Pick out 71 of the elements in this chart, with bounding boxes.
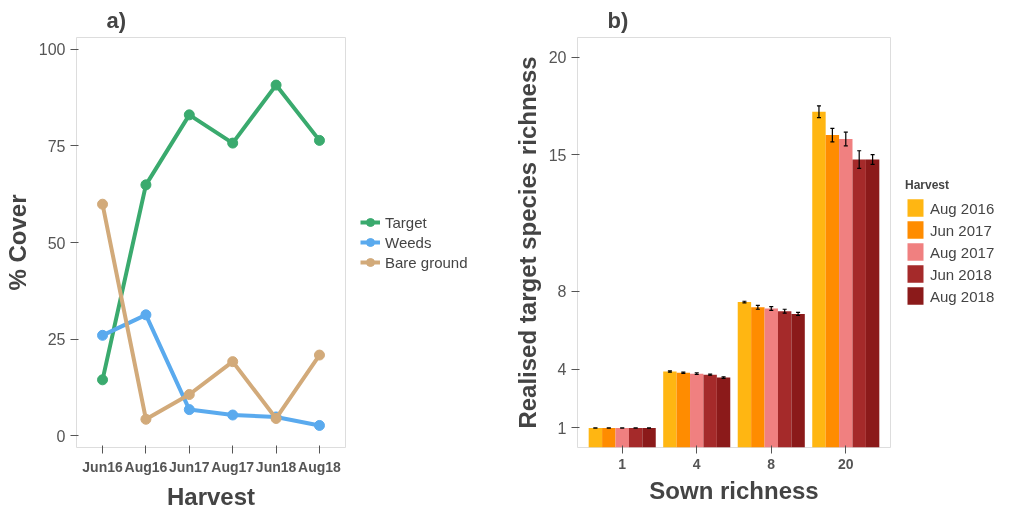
y-tick-label: 8 [557, 283, 567, 301]
x-tick-label: Jun18 [255, 458, 297, 475]
bar [716, 377, 731, 448]
bar [764, 308, 778, 448]
bar [642, 427, 656, 448]
point [183, 404, 195, 416]
x-tick-label: Aug17 [211, 458, 255, 475]
bar [703, 374, 717, 448]
x-tick-label: Aug18 [298, 458, 342, 475]
bar [602, 427, 616, 448]
x-tick-label: 8 [767, 455, 776, 472]
bar [751, 307, 765, 448]
x-tick-label: Aug16 [124, 458, 168, 475]
x-tick-label: 20 [838, 455, 854, 472]
legend-label: Bare ground [385, 253, 468, 271]
bar [777, 311, 792, 448]
bar [663, 371, 677, 448]
legend-label: Jun 2018 [930, 265, 992, 282]
bar [839, 139, 853, 448]
point [270, 79, 282, 91]
y-tick-label: 25 [47, 331, 66, 349]
y-tick-label: 75 [47, 137, 66, 155]
x-tick-label: Jun17 [169, 458, 210, 475]
legend-title: Harvest [905, 177, 951, 192]
y-tick-label: 0 [56, 427, 66, 445]
y-tick-label: 100 [38, 41, 66, 59]
point [140, 309, 152, 321]
y-axis-title: Realised target species richness [513, 56, 541, 429]
point [183, 389, 195, 400]
point [313, 349, 325, 361]
y-tick-label: 20 [548, 49, 567, 67]
x-tick-label: Jun16 [82, 458, 123, 475]
legend-label: Jun 2017 [930, 221, 992, 238]
point [183, 109, 195, 121]
bar [825, 135, 840, 448]
bar [588, 427, 603, 448]
bar [852, 159, 866, 448]
legend-label: Aug 2017 [930, 243, 995, 260]
y-tick-label: 15 [548, 146, 567, 164]
point [227, 356, 239, 368]
bar [865, 159, 880, 448]
y-tick-label: 1 [557, 419, 567, 437]
bar [628, 427, 643, 448]
point [227, 137, 239, 149]
x-tick-label: 4 [692, 455, 701, 472]
bar [737, 302, 752, 448]
bar [676, 372, 691, 448]
point [140, 413, 152, 425]
x-axis-title: Harvest [166, 482, 256, 510]
point [313, 419, 325, 431]
bar [615, 427, 629, 448]
y-axis-title: % Cover [3, 194, 31, 291]
bar [791, 313, 805, 448]
y-tick-label: 4 [557, 361, 567, 379]
y-tick-label: 50 [47, 234, 66, 252]
point [97, 329, 109, 341]
point [313, 134, 325, 146]
point [227, 409, 239, 421]
chart-title: b) [607, 7, 629, 33]
x-tick-label: 1 [618, 455, 627, 472]
point [140, 179, 152, 191]
legend-label: Aug 2018 [930, 287, 995, 304]
point [97, 198, 109, 210]
chart-title: a) [106, 7, 127, 33]
legend-label: Target [385, 213, 427, 231]
bar [812, 111, 826, 448]
legend-label: Weeds [385, 233, 432, 251]
bar [690, 373, 704, 448]
x-axis-title: Sown richness [649, 476, 819, 504]
legend-label: Aug 2016 [930, 199, 995, 216]
point [97, 374, 109, 386]
